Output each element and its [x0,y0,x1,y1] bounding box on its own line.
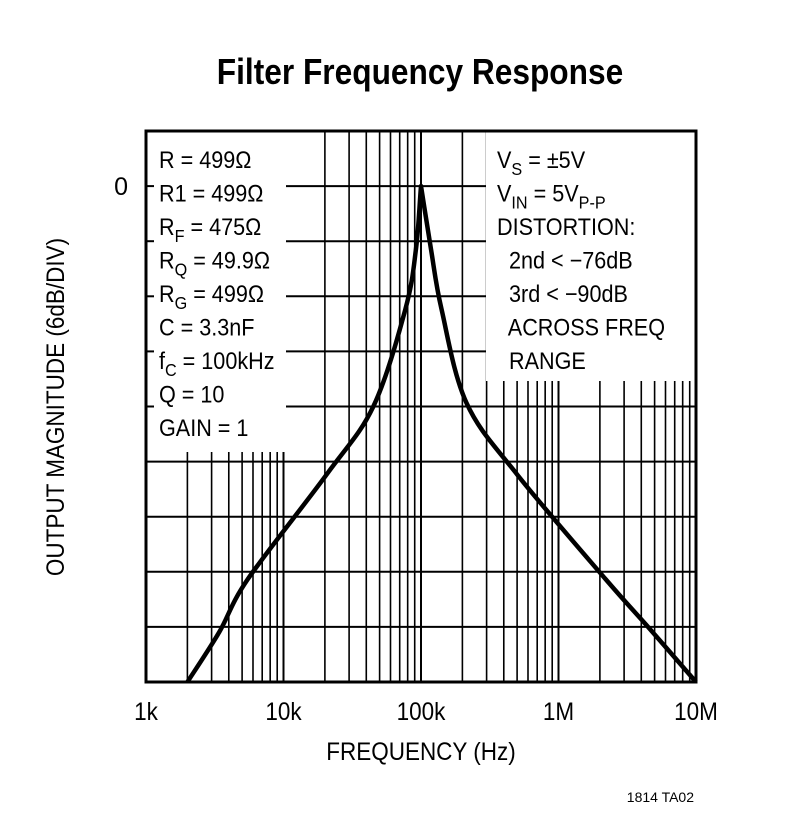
x-tick-label: 100k [397,698,446,726]
figure-id: 1814 TA02 [627,789,694,805]
right-annotation-box [486,132,695,381]
x-tick-label: 1M [543,698,574,726]
right-annotation-line: RANGE [497,347,586,374]
y-axis-label: OUTPUT MAGNITUDE (6dB/DIV) [42,238,70,576]
chart-title: Filter Frequency Response [217,52,623,92]
right-annotation-line: VIN = 5VP-P [497,179,606,212]
right-annotation-line: VS = ±5V [497,146,586,179]
curve-group [185,183,698,684]
y-tick-label: 0 [114,173,128,201]
left-annotation-line: R1 = 499Ω [159,179,263,206]
right-annotation-line: DISTORTION: [497,213,635,240]
left-annotation-line: fC = 100kHz [159,347,275,380]
left-annotation-line: GAIN = 1 [159,414,248,441]
x-tick-label: 1k [134,698,158,726]
left-annotation-line: RF = 475Ω [159,213,261,246]
response-curve [185,183,698,684]
y-tick-labels: 0 [114,173,128,201]
plot-frame [144,129,698,684]
left-annotation-line: Q = 10 [159,380,224,407]
left-annotation-line: RQ = 49.9Ω [159,246,270,279]
x-tick-label: 10M [674,698,718,726]
left-annotation-line: RG = 499Ω [159,280,264,313]
right-annotation-line: 3rd < −90dB [497,280,628,307]
x-axis-label: FREQUENCY (Hz) [326,738,515,766]
right-annotation-line: 2nd < −76dB [497,246,633,273]
right-annotation-line: ACROSS FREQ [497,313,665,340]
left-annotation-box [147,132,286,452]
x-tick-label: 10k [265,698,301,726]
x-tick-labels: 1k 10k 100k 1M 10M [134,698,718,726]
left-annotation-line: R = 499Ω [159,146,251,173]
left-annotation-line: C = 3.3nF [159,313,254,340]
